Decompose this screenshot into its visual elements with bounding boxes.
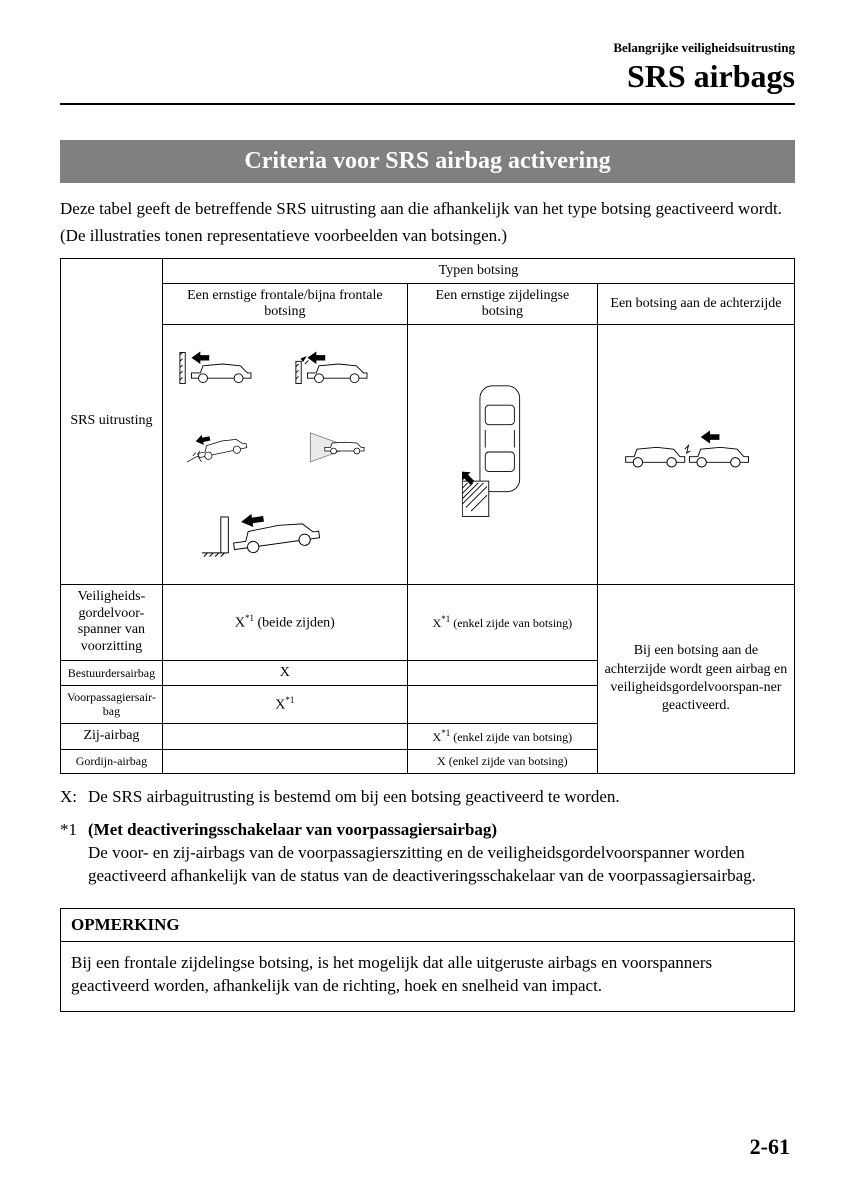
- header-category: Belangrijke veiligheidsuitrusting: [60, 40, 795, 56]
- row-passenger-label: Voorpassagiersair-bag: [61, 686, 163, 724]
- page-number: 2-61: [750, 1134, 790, 1160]
- header-rule: [60, 103, 795, 105]
- cell-passenger-c2: [407, 686, 597, 724]
- illustration-frontal: [162, 324, 407, 584]
- cell-curtain-c1: [162, 749, 407, 773]
- row-curtain-label: Gordijn-airbag: [61, 749, 163, 773]
- col3-header: Een botsing aan de achterzijde: [597, 283, 794, 324]
- intro-text-2: (De illustraties tonen representatieve v…: [60, 225, 795, 248]
- cell-driver-c1: X: [162, 661, 407, 686]
- footnote-title: (Met deactiveringsschakelaar van voorpas…: [88, 820, 497, 839]
- legend-text: De SRS airbaguitrusting is bestemd om bi…: [88, 786, 620, 809]
- note-box: OPMERKING Bij een frontale zijdelingse b…: [60, 908, 795, 1013]
- car-angle-icon: [288, 427, 398, 467]
- cell-passenger-c1: X*1: [162, 686, 407, 724]
- car-underride-icon: [172, 427, 282, 467]
- car-pole-icon: [200, 506, 370, 561]
- note-title: OPMERKING: [61, 909, 794, 942]
- header-title: SRS airbags: [60, 58, 795, 95]
- note-body: Bij een frontale zijdelingse botsing, is…: [61, 942, 794, 1012]
- section-title: Criteria voor SRS airbag activering: [60, 140, 795, 183]
- criteria-table: SRS uitrusting Typen botsing Een ernstig…: [60, 258, 795, 774]
- col1-header: Een ernstige frontale/bijna frontale bot…: [162, 283, 407, 324]
- footnote: *1 (Met deactiveringsschakelaar van voor…: [60, 819, 795, 888]
- car-frontal-wall-icon: [172, 348, 282, 388]
- header-group: Typen botsing: [162, 258, 794, 283]
- legend-key: X:: [60, 786, 88, 809]
- cell-pretensioner-c2: X*1 (enkel zijde van botsing): [407, 584, 597, 660]
- car-offset-icon: [288, 348, 398, 388]
- cell-driver-c2: [407, 661, 597, 686]
- page-header: Belangrijke veiligheidsuitrusting SRS ai…: [60, 40, 795, 95]
- col2-header: Een ernstige zijdelingse botsing: [407, 283, 597, 324]
- rear-note-cell: Bij een botsing aan de achterzijde wordt…: [597, 584, 794, 773]
- illustration-side: [407, 324, 597, 584]
- row-pretensioner-label: Veiligheids-gordelvoor-spanner van voorz…: [61, 584, 163, 660]
- legend: X: De SRS airbaguitrusting is bestemd om…: [60, 786, 795, 809]
- intro-text-1: Deze tabel geeft de betreffende SRS uitr…: [60, 198, 795, 221]
- row-equipment-label: SRS uitrusting: [61, 258, 163, 584]
- car-topdown-icon: [462, 377, 542, 527]
- footnote-key: *1: [60, 819, 88, 888]
- car-rear-collision-icon: [621, 427, 771, 477]
- illustration-rear: [597, 324, 794, 584]
- row-side-label: Zij-airbag: [61, 723, 163, 749]
- footnote-body: De voor- en zij-airbags van de voorpassa…: [88, 843, 756, 885]
- cell-side-c1: [162, 723, 407, 749]
- cell-curtain-c2: X (enkel zijde van botsing): [407, 749, 597, 773]
- row-driver-label: Bestuurdersairbag: [61, 661, 163, 686]
- cell-side-c2: X*1 (enkel zijde van botsing): [407, 723, 597, 749]
- cell-pretensioner-c1: X*1 (beide zijden): [162, 584, 407, 660]
